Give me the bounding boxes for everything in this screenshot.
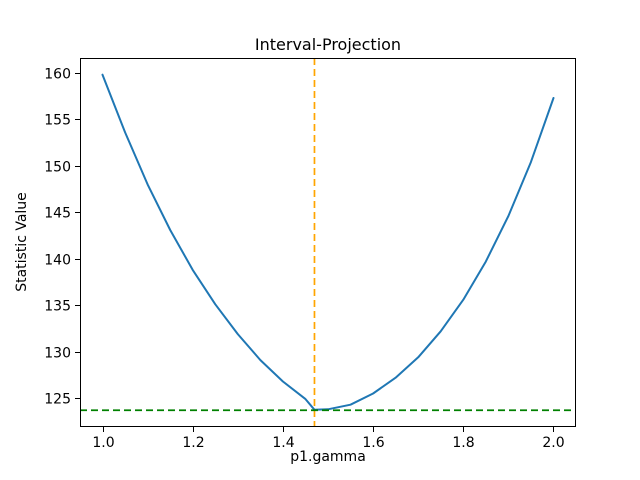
x-tick-label: 1.2	[182, 435, 204, 451]
y-tick-label: 150	[44, 160, 71, 176]
plot-border	[80, 58, 576, 427]
x-axis-label: p1.gamma	[290, 449, 366, 465]
x-tick-label: 1.6	[362, 435, 384, 451]
y-tick-label: 155	[44, 113, 71, 129]
y-tick-label: 125	[44, 392, 71, 408]
y-tick-label: 130	[44, 346, 71, 362]
x-tick-label: 1.0	[92, 435, 114, 451]
x-tick-label: 1.4	[272, 435, 294, 451]
x-tick-label: 2.0	[542, 435, 564, 451]
y-tick-label: 160	[44, 67, 71, 83]
x-tick-label: 1.8	[452, 435, 474, 451]
chart-title: Interval-Projection	[254, 35, 402, 54]
statistic-curve	[101, 73, 555, 411]
y-tick-label: 145	[44, 206, 71, 222]
y-axis-label: Statistic Value	[14, 192, 30, 292]
y-tick-label: 140	[44, 253, 71, 269]
y-tick-label: 135	[44, 299, 71, 315]
